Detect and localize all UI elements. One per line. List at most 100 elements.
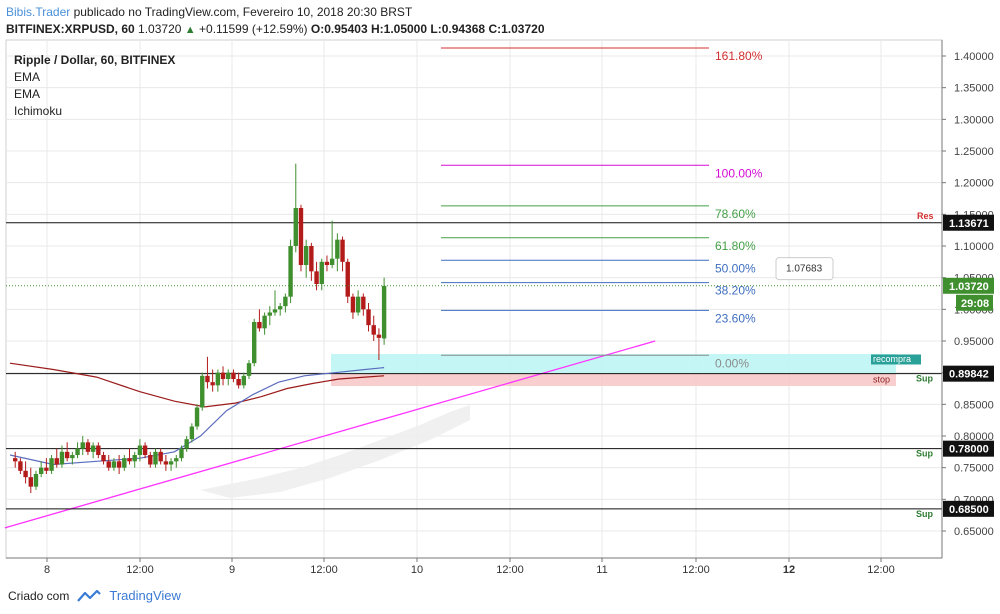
support-label: Sup [916, 449, 934, 459]
candle-body [309, 246, 314, 272]
candle [106, 455, 111, 471]
candle-body [288, 246, 293, 297]
candle [80, 436, 85, 455]
candle [116, 455, 122, 474]
candle-body [64, 451, 70, 459]
candle-body [18, 461, 23, 471]
candle-body [226, 372, 231, 379]
candle [252, 318, 257, 367]
candle-body [142, 445, 148, 455]
price-axis-label: 1.35000 [954, 83, 994, 95]
candle [231, 369, 236, 383]
candle [59, 445, 65, 468]
time-axis-label: 12:00 [126, 564, 154, 576]
candle [18, 458, 23, 474]
fib-label: 78.60% [715, 207, 756, 221]
high-label: H: [370, 22, 384, 36]
candle [70, 451, 75, 465]
price-axis-label: 0.80000 [954, 431, 994, 443]
price-tag-value: 1.03720 [949, 281, 989, 293]
candle-body [283, 296, 288, 307]
candle [288, 239, 293, 303]
tradingview-brand-link[interactable]: TradingView [109, 588, 181, 603]
candle [267, 306, 272, 326]
candle [33, 470, 39, 490]
candle-body [366, 309, 371, 326]
publish-line: Bibis.Trader publicado no TradingView.co… [6, 4, 545, 21]
candle [366, 303, 371, 332]
candle-body [59, 451, 65, 465]
candle-body [376, 334, 382, 338]
chart-header: Bibis.Trader publicado no TradingView.co… [6, 4, 545, 39]
indicator-ichimoku[interactable]: Ichimoku [14, 104, 63, 118]
candle-body [38, 467, 44, 474]
candle-body [184, 439, 189, 449]
candle-body [85, 442, 91, 452]
time-axis-label: 12:00 [496, 564, 524, 576]
price-axis-label: 0.85000 [954, 399, 994, 411]
candle-body [241, 375, 247, 386]
candle [75, 442, 80, 459]
up-arrow-icon: ▲ [184, 24, 196, 36]
price-tag-value: 0.89842 [949, 369, 989, 381]
candle-body [28, 477, 33, 487]
indicator-ema-2[interactable]: EMA [14, 87, 41, 101]
price-tag-bg [943, 440, 994, 457]
candle [257, 309, 262, 332]
candle-body [189, 426, 195, 440]
candle-body [277, 306, 283, 310]
close-value: 1.03720 [501, 22, 545, 36]
time-axis-label: 9 [229, 564, 235, 576]
candle [158, 448, 163, 465]
candle-body [220, 372, 226, 379]
fib-label: 61.80% [715, 239, 756, 253]
ema-slow-line [9, 362, 385, 408]
author-link[interactable]: Bibis.Trader [6, 5, 71, 19]
publish-info: publicado no TradingView.com, Fevereiro … [70, 5, 413, 19]
recompra-label-bg [871, 354, 921, 365]
fib-label: 50.00% [715, 261, 756, 275]
candle-body [174, 458, 179, 462]
candle-body [345, 261, 350, 297]
candle-body [371, 325, 376, 335]
price-change: +0.11599 (+12.59%) [199, 22, 308, 36]
candle [132, 451, 137, 468]
candle [44, 458, 49, 474]
candle [324, 255, 330, 272]
candle-body [163, 461, 169, 465]
resistance-label: Res [917, 211, 934, 221]
candle-body [96, 445, 101, 455]
candle-body [252, 322, 257, 364]
candle [226, 369, 231, 386]
candle [340, 236, 345, 272]
candle [314, 261, 319, 291]
candle-body [106, 461, 111, 468]
candle [205, 356, 210, 389]
candle [142, 442, 148, 459]
candle-body [303, 246, 309, 265]
candle-body [200, 375, 205, 408]
candle-body [54, 458, 59, 465]
candle [184, 436, 189, 452]
chart-legend: Ripple / Dollar, 60, BITFINEX EMA EMA Ic… [14, 52, 175, 120]
candle-body [70, 455, 75, 459]
candle [148, 451, 153, 468]
candle [127, 448, 132, 465]
candle-body [153, 451, 158, 465]
price-tooltip-box [775, 257, 834, 281]
indicator-ema-1[interactable]: EMA [14, 70, 41, 84]
candle [64, 442, 70, 462]
candle-body [262, 315, 267, 329]
candle-body [158, 451, 163, 462]
candle [28, 467, 33, 493]
candle-body [340, 239, 345, 262]
candle [272, 290, 278, 316]
candle-body [116, 461, 122, 468]
price-axis-label: 1.10000 [954, 241, 994, 253]
high-value: 1.05000 [383, 22, 428, 36]
candle-body [75, 448, 80, 455]
candle [376, 328, 382, 360]
candle [335, 233, 340, 272]
candle-body [205, 375, 210, 383]
